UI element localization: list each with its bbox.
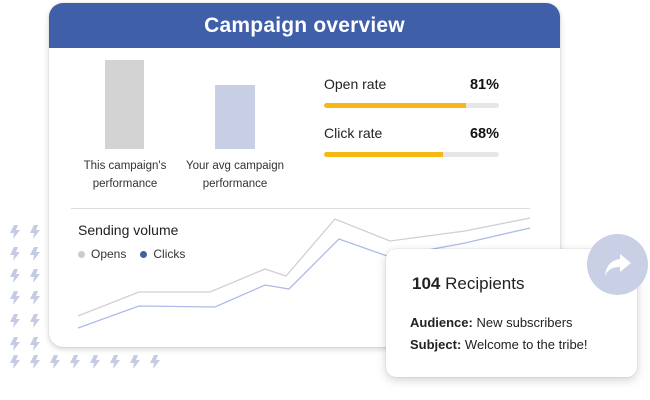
click-rate-label: Click rate: [324, 125, 383, 141]
this-campaign-label: This campaign's performance: [83, 160, 167, 190]
chart-legend: Opens Clicks: [78, 247, 185, 261]
sending-volume-title: Sending volume: [78, 222, 179, 238]
clicks-line: [77, 227, 531, 329]
bolt-icon: [9, 337, 21, 351]
bolt-icon: [29, 337, 41, 351]
card-title: Campaign overview: [204, 13, 405, 37]
bolt-icon: [129, 355, 141, 369]
bolt-icon: [29, 355, 41, 369]
audience-row: Audience: New subscribers: [410, 315, 573, 330]
bolt-icon: [29, 291, 41, 305]
clicks-dot-icon: [140, 250, 148, 258]
audience-value: New subscribers: [476, 315, 573, 330]
recipients-label: Recipients: [445, 274, 525, 293]
bolt-icon: [149, 355, 161, 369]
click-rate-fill: [324, 152, 443, 157]
bolt-icon: [9, 314, 21, 328]
share-arrow-icon: [604, 253, 631, 276]
legend-clicks: Clicks: [140, 247, 185, 261]
legend-opens: Opens: [78, 247, 126, 261]
sending-volume-chart: [77, 217, 531, 329]
bolt-icon: [9, 225, 21, 239]
recipients-summary: 104 Recipients: [412, 274, 524, 294]
bolt-icon: [109, 355, 121, 369]
open-rate-value: 81%: [469, 77, 499, 93]
subject-value: Welcome to the tribe!: [464, 337, 588, 352]
bolt-icon: [29, 314, 41, 328]
subject-row: Subject: Welcome to the tribe!: [410, 337, 588, 352]
card-header: Campaign overview: [49, 3, 560, 48]
recipients-count: 104: [412, 274, 441, 293]
avg-campaign-label: Your avg campaign performance: [185, 160, 285, 190]
share-button[interactable]: [587, 234, 648, 295]
opens-line: [77, 217, 531, 317]
bolt-icon: [9, 247, 21, 261]
this-campaign-bar: [105, 60, 144, 149]
click-rate-value: 68%: [469, 126, 499, 142]
open-rate: Open rate 81%: [324, 76, 499, 108]
open-rate-label: Open rate: [324, 76, 387, 92]
audience-label: Audience:: [410, 315, 473, 330]
bolt-icon: [29, 225, 41, 239]
click-rate-progress: [324, 152, 499, 157]
bolt-icon: [29, 269, 41, 283]
bolt-icon: [49, 355, 61, 369]
bolt-pattern: [0, 0, 200, 400]
bolt-icon: [69, 355, 81, 369]
bolt-icon: [9, 269, 21, 283]
open-rate-progress: [324, 103, 499, 108]
opens-dot-icon: [78, 250, 85, 258]
section-divider: [71, 208, 530, 209]
open-rate-fill: [324, 103, 466, 108]
bolt-icon: [9, 355, 21, 369]
click-rate: Click rate 68%: [324, 125, 499, 157]
bolt-icon: [29, 247, 41, 261]
bolt-icon: [9, 291, 21, 305]
avg-campaign-bar: [215, 85, 255, 149]
bolt-icon: [89, 355, 101, 369]
subject-label: Subject:: [410, 337, 462, 352]
